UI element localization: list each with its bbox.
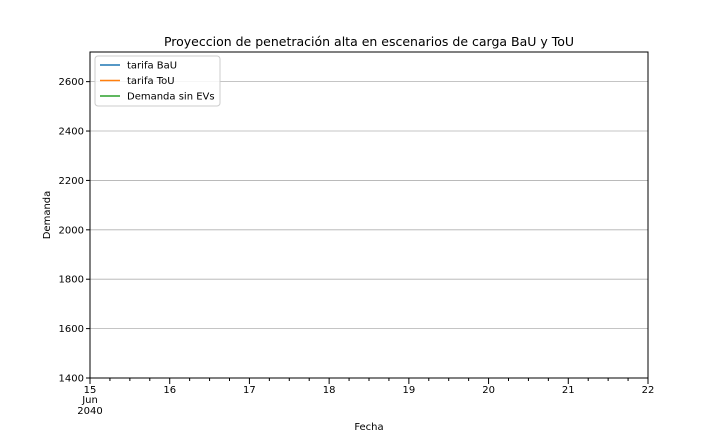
y-axis-label: Demanda <box>42 191 53 240</box>
legend: tarifa BaU tarifa ToU Demanda sin EVs <box>94 55 221 107</box>
x-axis: 15 16 17 18 19 20 21 22 <box>84 378 655 396</box>
x-tick-label: 17 <box>243 385 256 396</box>
y-tick-label: 1800 <box>59 275 84 286</box>
x-tick-label: 16 <box>163 385 176 396</box>
y-tick-label: 1400 <box>59 374 84 385</box>
x-tick-label: 18 <box>323 385 336 396</box>
y-tick-label: 1600 <box>59 324 84 335</box>
x-start-month: Jun <box>81 395 98 406</box>
legend-label: tarifa BaU <box>127 61 177 72</box>
x-tick-label: 22 <box>642 385 655 396</box>
x-start-year: 2040 <box>77 406 102 417</box>
y-tick-label: 2600 <box>59 77 84 88</box>
x-tick-label: 20 <box>482 385 495 396</box>
legend-box <box>94 55 221 107</box>
y-tick-label: 2000 <box>59 225 84 236</box>
legend-label: Demanda sin EVs <box>127 92 215 103</box>
y-axis: 1400 1600 1800 2000 2200 2400 2600 <box>59 77 90 385</box>
x-axis-label: Fecha <box>354 422 383 432</box>
legend-label: tarifa ToU <box>127 76 175 87</box>
y-tick-label: 2200 <box>59 176 84 187</box>
chart-title: Proyeccion de penetración alta en escena… <box>164 34 574 49</box>
x-tick-label: 21 <box>562 385 575 396</box>
x-tick-label: 15 <box>84 385 97 396</box>
y-tick-label: 2400 <box>59 127 84 138</box>
x-tick-label: 19 <box>402 385 415 396</box>
grid-lines <box>90 81 648 379</box>
